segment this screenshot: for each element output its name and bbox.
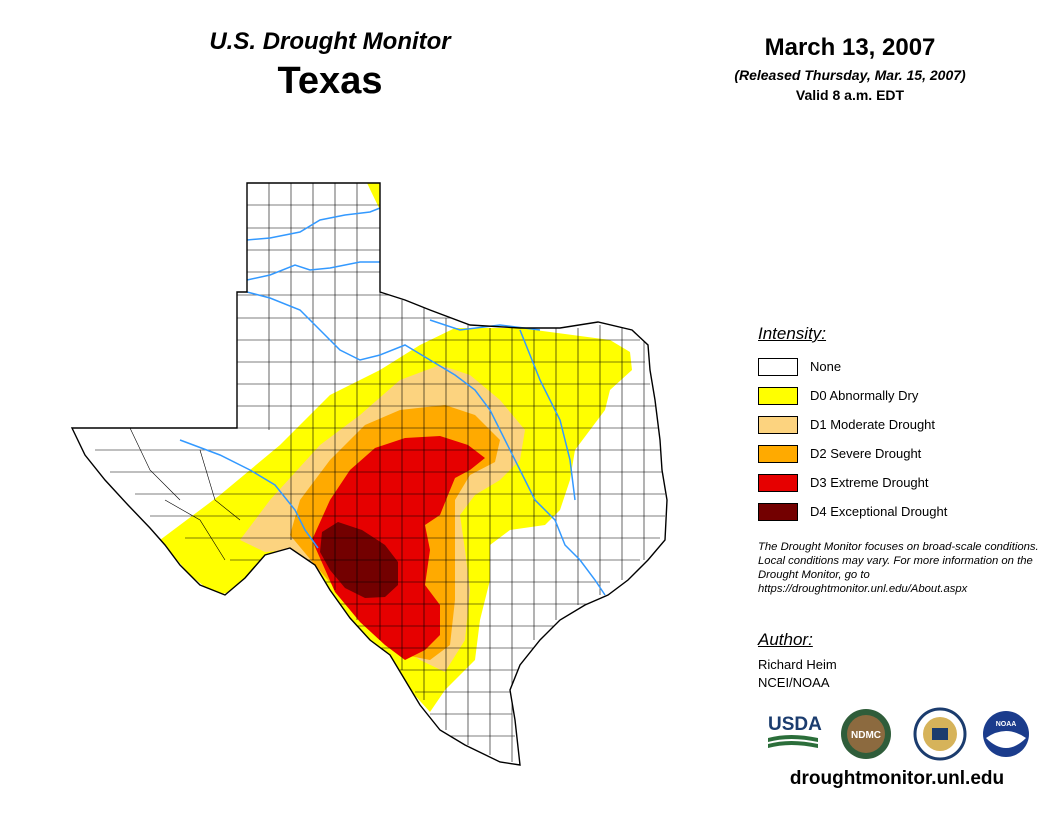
legend-swatch: [758, 473, 798, 492]
header-left: U.S. Drought Monitor Texas: [150, 28, 510, 103]
county-lines: [80, 183, 665, 762]
legend-title: Intensity:: [758, 324, 827, 343]
rivers: [179, 207, 606, 596]
author-name: Richard Heim: [758, 657, 837, 672]
commerce-seal-logo[interactable]: [913, 707, 967, 761]
legend-item: D3 Extreme Drought: [758, 468, 1038, 497]
legend-swatch: [758, 386, 798, 405]
valid-time: Valid 8 a.m. EDT: [795, 87, 905, 103]
legend: Intensity: None D0 Abnormally Dry D1 Moder…: [758, 324, 1038, 526]
legend-swatch: [758, 357, 798, 376]
legend-label: D3 Extreme Drought: [810, 475, 929, 490]
usda-logo-text: USDA: [768, 714, 822, 735]
legend-item: D0 Abnormally Dry: [758, 381, 1038, 410]
d0-area-panhandle: [367, 183, 380, 210]
noaa-logo[interactable]: NOAA: [983, 711, 1029, 757]
legend-item: D1 Moderate Drought: [758, 410, 1038, 439]
ndmc-logo-text: NDMC: [851, 730, 881, 741]
website-url[interactable]: droughtmonitor.unl.edu: [789, 768, 1005, 789]
agency-logos: USDA NDMC NOAA: [768, 707, 1029, 761]
legend-swatch: [758, 502, 798, 521]
legend-swatch: [758, 415, 798, 434]
usda-logo[interactable]: USDA: [768, 714, 822, 748]
author-block: Author: Richard Heim NCEI/NOAA: [758, 630, 1018, 692]
legend-rows: None D0 Abnormally Dry D1 Moderate Drought…: [758, 352, 1038, 526]
legend-label: D4 Exceptional Drought: [810, 504, 948, 519]
map-date: March 13, 2007: [764, 34, 936, 61]
noaa-logo-text: NOAA: [996, 721, 1017, 728]
release-note: (Released Thursday, Mar. 15, 2007): [734, 67, 966, 83]
state-border: [70, 182, 668, 766]
legend-note: The Drought Monitor focuses on broad-sca…: [758, 541, 1039, 595]
ndmc-logo[interactable]: NDMC: [841, 709, 891, 759]
legend-item: D2 Severe Drought: [758, 439, 1038, 468]
drought-areas: [160, 183, 632, 712]
legend-label: None: [810, 359, 842, 374]
author-title: Author:: [758, 630, 813, 649]
product-title: U.S. Drought Monitor: [209, 28, 451, 55]
texas-drought-map: [70, 182, 668, 766]
legend-item: None: [758, 352, 1038, 381]
legend-item: D4 Exceptional Drought: [758, 497, 1038, 526]
legend-label: D2 Severe Drought: [810, 446, 922, 461]
legend-label: D0 Abnormally Dry: [810, 388, 919, 403]
header-right: March 13, 2007 (Released Thursday, Mar. …: [700, 34, 1000, 103]
legend-swatch: [758, 444, 798, 463]
author-org: NCEI/NOAA: [758, 675, 830, 690]
region-title: Texas: [277, 60, 383, 102]
legend-label: D1 Moderate Drought: [810, 417, 936, 432]
